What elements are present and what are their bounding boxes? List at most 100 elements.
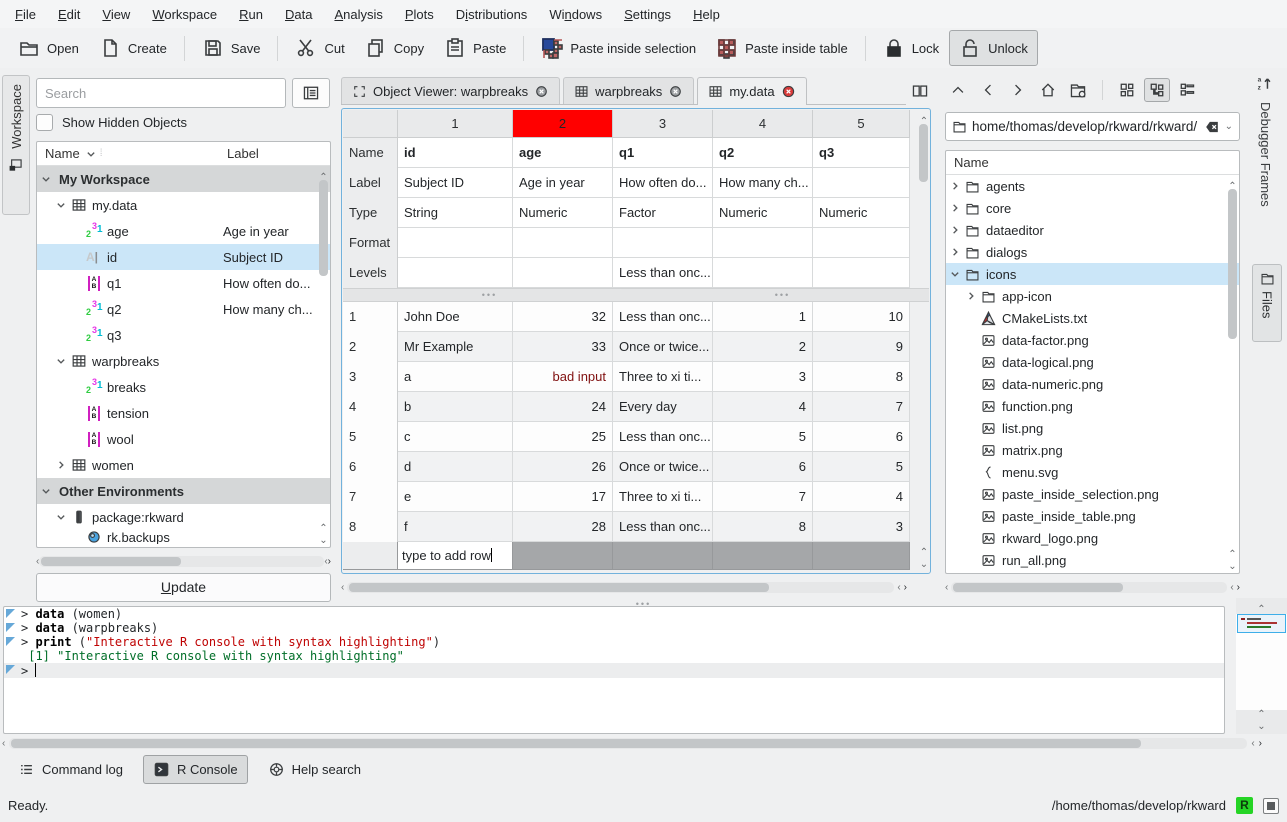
menu-item-view[interactable]: View [102, 6, 131, 22]
file-item-matrix-png[interactable]: matrix.png [946, 439, 1239, 461]
meta-cell[interactable] [813, 168, 910, 198]
tab-warpbreaks[interactable]: warpbreaks [563, 77, 695, 104]
menu-item-help[interactable]: Help [693, 6, 720, 22]
close-icon[interactable] [668, 84, 683, 99]
sidebar-tab-files[interactable]: Files [1252, 264, 1282, 342]
data-cell[interactable]: 7 [813, 392, 910, 422]
back-button[interactable] [975, 78, 1001, 102]
data-cell[interactable]: 7 [713, 482, 813, 512]
add-row-input[interactable]: type to add row [398, 542, 513, 570]
data-cell[interactable]: 5 [713, 422, 813, 452]
data-cell[interactable]: d [398, 452, 513, 482]
tab-my-data[interactable]: my.data [697, 77, 807, 105]
console-line[interactable]: > data (warpbreaks) [4, 621, 1224, 635]
chevron-down-icon[interactable] [41, 174, 55, 184]
meta-cell[interactable] [513, 258, 613, 288]
toolview-command-log[interactable]: Command log [8, 755, 133, 784]
chevron-down-icon[interactable] [56, 356, 70, 366]
tree-item-q2[interactable]: 2 3 1 q2 How many ch... [37, 296, 330, 322]
data-cell[interactable]: 3 [713, 362, 813, 392]
data-cell[interactable]: b [398, 392, 513, 422]
data-cell[interactable]: f [398, 512, 513, 542]
chevron-down-icon[interactable] [41, 486, 55, 496]
add-row-cell[interactable] [613, 542, 713, 570]
editor-h-scrollbar[interactable]: ‹ ‹ › [341, 581, 907, 593]
tree-item-breaks[interactable]: 2 3 1 breaks [37, 374, 330, 400]
file-tree-scrollbar[interactable]: ⌃ ⌃ ⌄ [1228, 181, 1237, 572]
menu-item-windows[interactable]: Windows [549, 6, 603, 22]
file-item-dialogs[interactable]: dialogs [946, 241, 1239, 263]
console-minimap-scrollbar[interactable]: ⌃ ⌃ ⌄ [1236, 598, 1287, 734]
clear-path-icon[interactable] [1204, 119, 1220, 135]
tree-view-button[interactable] [1144, 78, 1170, 102]
meta-cell[interactable] [813, 228, 910, 258]
file-item-agents[interactable]: agents [946, 175, 1239, 197]
file-item-function-png[interactable]: function.png [946, 395, 1239, 417]
data-cell[interactable]: 32 [513, 302, 613, 332]
column-header-2[interactable]: 2 [513, 110, 613, 138]
meta-cell[interactable]: String [398, 198, 513, 228]
data-cell[interactable]: Mr Example [398, 332, 513, 362]
tab-object-viewer-warpbreaks[interactable]: Object Viewer: warpbreaks [341, 77, 561, 104]
tree-item-age[interactable]: 2 3 1 age Age in year [37, 218, 330, 244]
file-item-paste-inside-table-png[interactable]: paste_inside_table.png [946, 505, 1239, 527]
close-modified-icon[interactable] [781, 84, 796, 99]
console-line[interactable]: > print ("Interactive R console with syn… [4, 635, 1224, 649]
data-cell[interactable]: Less than onc... [613, 512, 713, 542]
data-cell[interactable]: 28 [513, 512, 613, 542]
data-cell[interactable]: 5 [813, 452, 910, 482]
meta-cell[interactable] [513, 228, 613, 258]
meta-cell[interactable] [813, 258, 910, 288]
data-cell[interactable]: e [398, 482, 513, 512]
console-splitter[interactable]: ••• [635, 599, 652, 609]
file-item-list-png[interactable]: list.png [946, 417, 1239, 439]
search-input[interactable] [36, 78, 286, 108]
data-cell[interactable]: 3 [813, 512, 910, 542]
tree-item-other-environments[interactable]: Other Environments [37, 478, 330, 504]
data-cell[interactable]: 17 [513, 482, 613, 512]
data-cell[interactable]: a [398, 362, 513, 392]
r-engine-status-badge[interactable]: R [1236, 797, 1253, 814]
show-hidden-checkbox[interactable] [36, 114, 53, 131]
filter-options-button[interactable] [292, 78, 330, 108]
menu-item-workspace[interactable]: Workspace [152, 6, 218, 22]
paste-inside-selection-button[interactable]: Paste inside selection [531, 30, 706, 66]
unlock-button[interactable]: Unlock [949, 30, 1038, 66]
row-header-4[interactable]: 4 [343, 392, 398, 422]
file-item-rkward-logo-png[interactable]: rkward_logo.png [946, 527, 1239, 549]
file-item-icons[interactable]: icons [946, 263, 1239, 285]
create-button[interactable]: Create [89, 30, 177, 66]
row-header-3[interactable]: 3 [343, 362, 398, 392]
data-cell[interactable]: 8 [713, 512, 813, 542]
file-item-cmakelists-txt[interactable]: CMakeLists.txt [946, 307, 1239, 329]
up-button[interactable] [945, 78, 971, 102]
paste-inside-table-button[interactable]: Paste inside table [706, 30, 858, 66]
meta-cell[interactable] [613, 228, 713, 258]
tree-item-warpbreaks[interactable]: warpbreaks [37, 348, 330, 374]
file-item-data-numeric-png[interactable]: data-numeric.png [946, 373, 1239, 395]
meta-cell[interactable]: How often do... [613, 168, 713, 198]
console-h-scrollbar[interactable]: ‹ ‹ › [2, 738, 1262, 749]
update-button[interactable]: Update [36, 573, 331, 602]
chevron-right-icon[interactable] [966, 291, 979, 301]
file-tree-header[interactable]: Name [946, 151, 1239, 175]
data-cell[interactable]: Less than onc... [613, 302, 713, 332]
menu-item-analysis[interactable]: Analysis [334, 6, 383, 22]
meta-cell[interactable]: Numeric [713, 198, 813, 228]
chevron-down-icon[interactable] [56, 512, 70, 522]
column-header-4[interactable]: 4 [713, 110, 813, 138]
tree-item-my-data[interactable]: my.data [37, 192, 330, 218]
data-cell[interactable]: Three to xi ti... [613, 362, 713, 392]
data-cell[interactable]: 24 [513, 392, 613, 422]
row-header-6[interactable]: 6 [343, 452, 398, 482]
lock-button[interactable]: Lock [873, 30, 949, 66]
console-line[interactable]: > data (women) [4, 607, 1224, 621]
open-button[interactable]: Open [8, 30, 89, 66]
data-cell[interactable]: bad input [513, 362, 613, 392]
data-cell[interactable]: John Doe [398, 302, 513, 332]
data-cell[interactable]: c [398, 422, 513, 452]
file-item-app-icon[interactable]: app-icon [946, 285, 1239, 307]
file-item-paste-inside-selection-png[interactable]: paste_inside_selection.png [946, 483, 1239, 505]
forward-button[interactable] [1005, 78, 1031, 102]
tree-item-rk-backups[interactable]: rk.backups [37, 530, 330, 544]
